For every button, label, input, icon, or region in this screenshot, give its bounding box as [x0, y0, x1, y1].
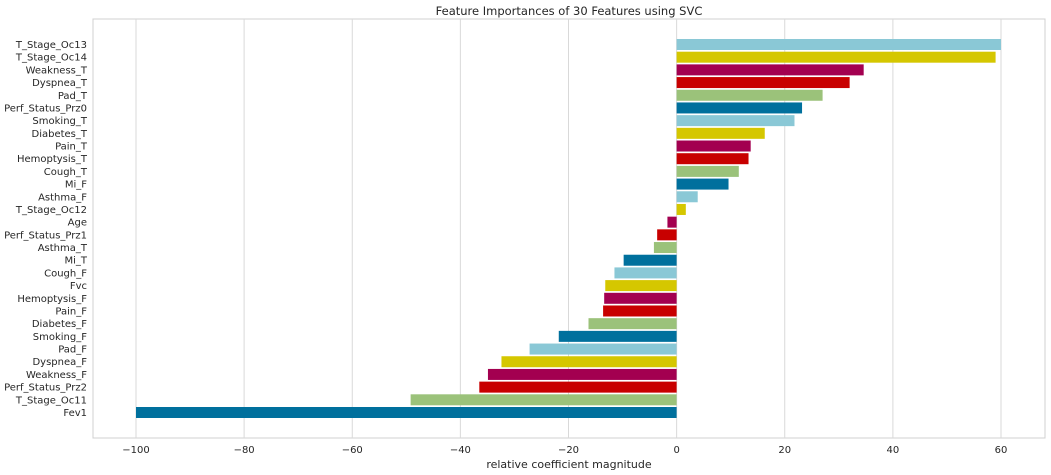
y-tick-label: Pad_T — [58, 91, 88, 102]
y-tick-label: Smoking_F — [33, 332, 87, 343]
bar — [676, 77, 850, 89]
y-tick-label: T_Stage_Oc12 — [15, 205, 87, 216]
x-tick-label: 20 — [778, 445, 791, 456]
x-tick-label: −100 — [122, 445, 149, 456]
y-tick-label: Mi_T — [64, 256, 87, 267]
x-axis-label: relative coefficient magnitude — [486, 458, 652, 471]
bar — [667, 216, 677, 228]
y-tick-label: Fvc — [70, 281, 87, 292]
y-tick-label: Pad_F — [58, 345, 87, 356]
x-tick-label: −80 — [234, 445, 255, 456]
y-tick-label: Fev1 — [63, 408, 87, 419]
y-tick-label: T_Stage_Oc11 — [15, 395, 87, 406]
bar — [676, 89, 823, 101]
x-tick-labels: −100 −80 −60 −40 −20 0 20 40 60 — [122, 445, 1007, 456]
bar — [410, 394, 677, 406]
bar — [136, 407, 677, 418]
bar — [676, 191, 698, 203]
bar — [501, 356, 677, 368]
bars-group — [136, 39, 1001, 418]
bar — [657, 229, 677, 241]
bar — [676, 51, 996, 63]
y-tick-label: Mi_F — [65, 180, 87, 191]
y-tick-label: Smoking_T — [32, 116, 87, 127]
bar — [479, 381, 677, 393]
bar — [676, 39, 1001, 50]
y-tick-label: Perf_Status_Prz0 — [4, 103, 87, 114]
y-tick-label: Perf_Status_Prz1 — [4, 230, 87, 241]
y-tick-label: Diabetes_F — [32, 319, 87, 330]
x-tick-label: 40 — [887, 445, 900, 456]
bar — [529, 343, 677, 355]
bar — [676, 165, 739, 177]
y-tick-label: Weakness_F — [26, 370, 87, 381]
y-tick-label: Cough_F — [44, 268, 87, 279]
y-tick-label: Asthma_T — [38, 243, 88, 254]
bar — [676, 64, 864, 76]
bar — [605, 280, 677, 292]
y-tick-label: Dyspnea_T — [32, 78, 88, 89]
grid-lines — [135, 19, 1002, 438]
x-tick-label: 0 — [673, 445, 679, 456]
y-tick-label: Hemoptysis_F — [17, 294, 87, 305]
bar — [487, 368, 677, 380]
y-tick-label: T_Stage_Oc14 — [15, 53, 87, 64]
y-tick-label: Pain_F — [55, 306, 87, 317]
bar — [676, 153, 749, 165]
bar — [558, 330, 677, 342]
bar — [623, 254, 677, 266]
bar — [603, 305, 677, 317]
bar — [676, 178, 729, 190]
y-tick-label: Cough_T — [44, 167, 88, 178]
bar — [676, 102, 803, 114]
bar — [676, 127, 765, 139]
x-tick-label: 60 — [995, 445, 1008, 456]
y-tick-label: Asthma_F — [38, 192, 87, 203]
bar — [676, 140, 751, 152]
y-tick-label: Diabetes_T — [32, 129, 88, 140]
y-tick-label: Hemoptysis_T — [17, 154, 88, 165]
bar — [614, 267, 677, 279]
x-tick-label: −60 — [342, 445, 363, 456]
x-tick-label: −20 — [558, 445, 579, 456]
y-tick-label: Weakness_T — [26, 65, 88, 76]
bar — [676, 203, 686, 215]
bar — [676, 115, 795, 127]
y-tick-label: Dyspnea_F — [32, 357, 87, 368]
y-tick-label: Pain_T — [55, 142, 88, 153]
bar — [604, 292, 677, 304]
x-tick-label: −40 — [450, 445, 471, 456]
bar — [588, 318, 677, 330]
bar — [653, 242, 677, 254]
y-tick-label: Perf_Status_Prz2 — [4, 383, 87, 394]
chart-title: Feature Importances of 30 Features using… — [436, 4, 703, 18]
y-tick-label: Age — [68, 218, 87, 229]
y-tick-label: T_Stage_Oc13 — [15, 40, 87, 51]
